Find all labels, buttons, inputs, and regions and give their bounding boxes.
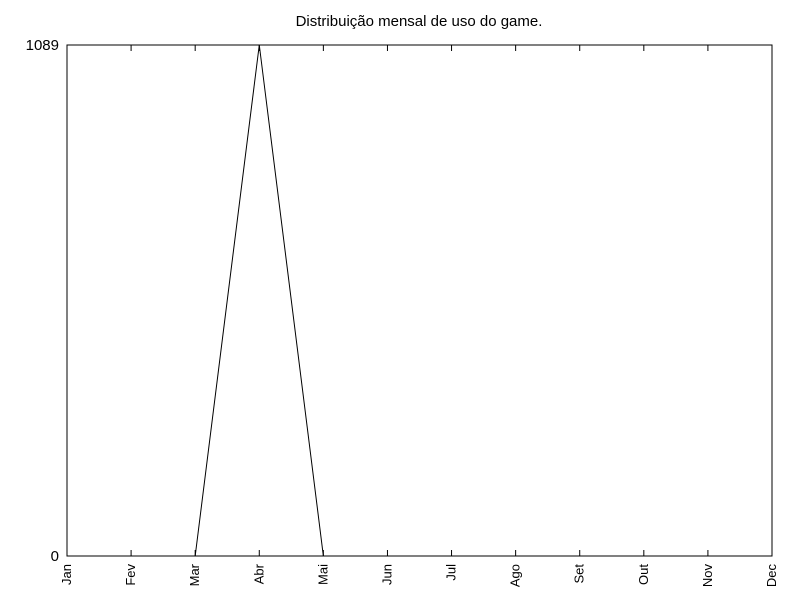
y-tick-label: 1089 bbox=[26, 37, 59, 54]
data-point bbox=[194, 555, 196, 557]
x-tick-label: Nov bbox=[700, 564, 715, 588]
x-tick-label: Jul bbox=[444, 564, 459, 581]
x-tick-label: Out bbox=[636, 564, 651, 585]
data-point bbox=[707, 555, 709, 557]
x-axis-ticks: Jan Fev Mar Abr Mai Jun Jul Ago Set Out Nov Dec bbox=[59, 45, 779, 587]
data-point bbox=[451, 555, 453, 557]
plot-area-frame bbox=[66, 44, 773, 557]
x-tick-label: Jan bbox=[59, 564, 74, 585]
data-point bbox=[386, 555, 388, 557]
data-point bbox=[66, 555, 68, 557]
data-point bbox=[643, 555, 645, 557]
data-point bbox=[322, 555, 324, 557]
x-tick-label: Fev bbox=[123, 564, 138, 586]
x-tick-label: Set bbox=[572, 564, 587, 584]
series-line bbox=[67, 44, 772, 557]
x-tick-label: Dec bbox=[764, 564, 779, 588]
x-tick-label: Mar bbox=[187, 563, 202, 586]
data-point bbox=[515, 555, 517, 557]
data-point bbox=[130, 555, 132, 557]
y-axis-ticks: 0 1089 bbox=[26, 37, 772, 565]
x-tick-label: Abr bbox=[251, 563, 266, 584]
x-tick-label: Jun bbox=[379, 564, 394, 585]
x-tick-label: Ago bbox=[508, 564, 523, 587]
data-point bbox=[579, 555, 581, 557]
x-tick-label: Mai bbox=[315, 564, 330, 585]
data-point bbox=[258, 44, 260, 46]
series-group bbox=[66, 44, 773, 557]
data-point bbox=[771, 555, 773, 557]
y-tick-label: 0 bbox=[51, 548, 59, 565]
chart-title: Distribuição mensal de uso do game. bbox=[296, 13, 543, 30]
